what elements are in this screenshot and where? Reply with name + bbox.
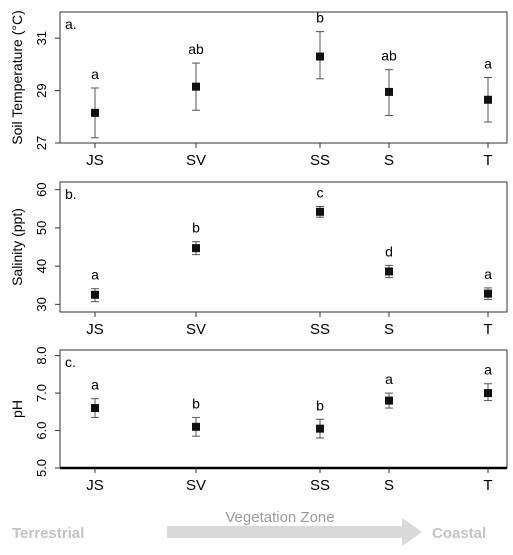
x-axis-title: Vegetation Zone (225, 509, 334, 526)
significance-letter: d (385, 243, 393, 259)
y-axis-title: Soil Temperature (°C) (9, 10, 25, 145)
y-axis-title: Salinity (ppt) (9, 208, 25, 286)
x-tick-label: JS (86, 321, 104, 338)
panel-label: a. (65, 16, 77, 32)
data-point (91, 108, 99, 117)
x-axis-footer: Terrestrial Vegetation Zone Coastal (12, 509, 486, 546)
data-point (316, 424, 324, 433)
significance-letter: ab (188, 41, 204, 57)
terrestrial-label: Terrestrial (12, 525, 84, 542)
coastal-label: Coastal (432, 525, 486, 542)
significance-letter: a (91, 66, 99, 82)
significance-letter: b (316, 397, 324, 413)
panel-1: a. Soil Temperature (°C) 27 29 31 JS a SV ab SS b S… (9, 10, 508, 169)
y-tick-label: 31 (34, 31, 49, 45)
significance-letter: a (484, 362, 492, 378)
panel-label: b. (65, 186, 77, 202)
data-point (91, 290, 99, 299)
data-point (192, 244, 200, 253)
data-point (316, 52, 324, 61)
y-tick-label: 8.0 (34, 347, 49, 365)
y-tick-label: 27 (34, 136, 49, 150)
panel-label: c. (65, 354, 76, 370)
data-point (484, 289, 492, 298)
x-tick-label: JS (86, 152, 104, 169)
y-tick-label: 7.0 (34, 384, 49, 402)
panels: a.Soil Temperature (°C) 272931JSaSVabSSbS… (9, 10, 508, 494)
y-tick-label: 30 (34, 297, 49, 311)
data-point (484, 95, 492, 104)
x-tick-label: SS (310, 477, 330, 494)
data-point (91, 404, 99, 413)
significance-letter: a (484, 56, 492, 72)
y-tick-label: 6.0 (34, 422, 49, 440)
data-point (385, 87, 393, 96)
x-tick-label: S (384, 477, 394, 494)
zone-arrow-icon (167, 518, 422, 546)
significance-letter: ab (381, 48, 397, 64)
significance-letter: b (192, 395, 200, 411)
significance-letter: a (385, 371, 393, 387)
significance-letter: b (192, 220, 200, 236)
significance-letter: b (316, 10, 324, 26)
data-point (192, 82, 200, 91)
x-tick-label: S (384, 321, 394, 338)
x-tick-label: T (483, 321, 492, 338)
data-point (385, 396, 393, 405)
x-tick-label: SS (310, 152, 330, 169)
data-point (385, 267, 393, 276)
y-tick-label: 40 (34, 259, 49, 273)
x-tick-label: S (384, 152, 394, 169)
data-point (484, 389, 492, 398)
x-tick-label: SV (186, 321, 206, 338)
panel-3: c. pH 5.0 6.0 7.0 8.0 JS a SV b SS b Sa Ta (9, 347, 508, 494)
significance-letter: a (91, 377, 99, 393)
x-tick-label: SS (310, 321, 330, 338)
significance-letter: c (317, 184, 324, 200)
y-tick-label: 29 (34, 83, 49, 97)
y-axis-title: pH (9, 400, 25, 418)
data-point (316, 207, 324, 216)
panel-2: b. Salinity (ppt) 30 40 50 60 JS a SV b SS c Sd Ta (9, 181, 508, 338)
significance-letter: a (484, 266, 492, 282)
significance-letter: a (91, 267, 99, 283)
x-tick-label: SV (186, 477, 206, 494)
plot-frame (59, 181, 508, 313)
y-tick-label: 50 (34, 221, 49, 235)
y-tick-label: 5.0 (34, 459, 49, 477)
x-tick-label: T (483, 477, 492, 494)
x-tick-label: T (483, 152, 492, 169)
y-tick-label: 60 (34, 182, 49, 196)
plot-frame (59, 11, 508, 144)
x-tick-label: SV (186, 152, 206, 169)
data-point (192, 422, 200, 431)
plot-frame (59, 349, 508, 469)
x-tick-label: JS (86, 477, 104, 494)
